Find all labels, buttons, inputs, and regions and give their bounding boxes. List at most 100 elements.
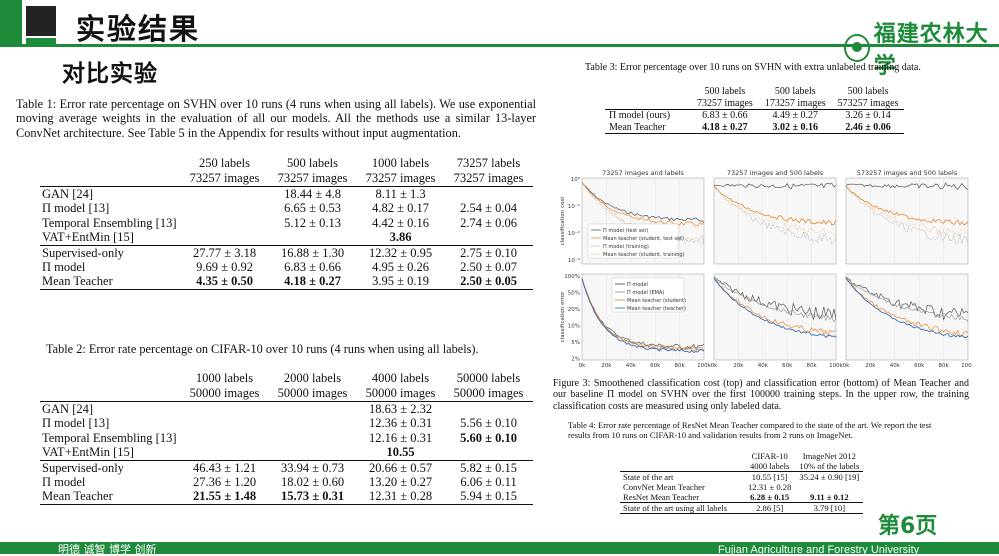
figure3-ylabel-top: classification cost	[560, 196, 566, 246]
table1-cell	[181, 187, 269, 202]
table1-col-subheader: 73257 images	[180, 171, 269, 187]
figure3-y-tick-top: 10⁰	[571, 176, 581, 183]
figure3-x-tick: 100k	[697, 363, 711, 369]
figure3-x-tick: 100k	[829, 363, 843, 369]
table4-row: ResNet Mean Teacher 6.28 ± 0.15 9.11 ± 0.1…	[620, 492, 863, 503]
figure3-x-tick: 60k	[914, 363, 925, 369]
table3-cell: 3.02 ± 0.16	[758, 121, 832, 134]
university-logo-text: 福建农林大学	[873, 21, 989, 79]
table1-cell: 6.83 ± 0.66	[284, 260, 341, 275]
table2-row-label: Π model [13]	[42, 416, 110, 431]
figure3-plot-area	[845, 177, 969, 265]
figure3-y-tick-bottom: 20%	[568, 307, 580, 313]
table3-cell: 4.18 ± 0.27	[691, 121, 759, 134]
table2-cell: 12.36 ± 0.31	[368, 416, 433, 431]
table1-cell: 4.42 ± 0.16	[372, 215, 429, 230]
table4-cell	[795, 482, 863, 492]
header-accent-bar	[0, 0, 22, 44]
table2-col-subheader: 50000 images	[268, 386, 357, 402]
table4-cell: 2.86 [5]	[744, 502, 796, 514]
figure3-series-student-train	[581, 182, 705, 246]
table4-cell: 10.55 [15]	[751, 472, 788, 482]
table2-row-label: Mean Teacher	[40, 489, 181, 505]
table1-row-label: Π model [13]	[42, 201, 110, 216]
table3-cell: 2.46 ± 0.06	[831, 121, 905, 134]
table2-row-label: Supervised-only	[40, 459, 181, 476]
figure3-legend-top	[587, 223, 679, 259]
table1-cell: 3.95 ± 0.19	[356, 274, 445, 290]
figure3-legend-label: Mean teacher (student, training)	[603, 252, 685, 258]
figure3-y-tick-bottom: 5%	[571, 340, 580, 346]
table2-row: VAT+EntMin [15] 10.55	[40, 445, 533, 460]
table4-row-label: State of the art	[623, 472, 674, 482]
table1-cell: 5.12 ± 0.13	[284, 215, 341, 230]
table4-grid: CIFAR-10 ImageNet 2012 4000 labels 10% o…	[620, 451, 864, 514]
table2-row-label: GAN [24]	[42, 402, 94, 416]
figure3-series-student-test	[713, 186, 837, 226]
table3-cell: 4.49 ± 0.27	[772, 110, 818, 121]
table4-caption: Table 4: Error rate percentage of ResNet…	[568, 420, 932, 441]
table4-cell: 12.31 ± 0.28	[748, 482, 792, 492]
figure3-y-tick-top: 10⁻³	[568, 257, 580, 264]
table1-row-label: Π model	[42, 260, 86, 275]
figure3-x-tick: 80k	[939, 363, 950, 369]
table2-cell	[445, 402, 533, 417]
table2-row: Π model 27.36 ± 1.20 18.02 ± 0.60 13.20 ± 0…	[40, 475, 533, 489]
table1-cell: 3.86	[389, 230, 412, 245]
figure3-legend-label: Π model (test set)	[603, 228, 648, 234]
university-seal-icon	[844, 34, 870, 62]
figure3-series-teacher	[581, 278, 705, 354]
table1-col-header: 500 labels	[286, 156, 339, 170]
table2-cell: 10.55	[386, 445, 415, 460]
table4-col-header: CIFAR-10	[751, 451, 788, 461]
figure3-series-student	[845, 277, 969, 337]
university-logo: 福建农林大学	[844, 16, 999, 80]
table1-cell	[181, 230, 269, 245]
table1-cell: 2.54 ± 0.04	[460, 201, 517, 216]
figure3-plot-area	[713, 273, 837, 361]
table3-col-subheader: 73257 images	[691, 97, 759, 110]
figure3-y-tick-bottom: 2%	[571, 357, 580, 363]
figure3-x-tick: 60k	[782, 363, 793, 369]
figure3-x-tick: 80k	[675, 363, 686, 369]
figure3-series-pi-test	[581, 182, 705, 223]
table1-row: GAN [24] 18.44 ± 4.8 8.11 ± 1.3	[40, 187, 533, 202]
table1-cell: 16.88 ± 1.30	[268, 244, 357, 261]
figure3-legend-label: Π model	[627, 282, 648, 288]
table2-col-subheader: 50000 images	[180, 386, 269, 402]
figure3-training-curves: 73257 images and labels 0k 20k 40k 60k 80k 100…	[560, 169, 972, 369]
table2-row: Π model [13] 12.36 ± 0.31 5.56 ± 0.10	[40, 416, 533, 430]
footer-bar	[0, 542, 999, 554]
table2-cell	[181, 445, 269, 460]
figure3-legend-label: Π model (training)	[603, 244, 649, 250]
table2-cell	[269, 445, 357, 460]
table1-cell	[445, 187, 533, 202]
figure3-y-tick-bottom: 100%	[564, 274, 580, 280]
figure3-panel-title: 73257 images and labels	[602, 169, 684, 177]
table2-cell: 12.31 ± 0.28	[356, 489, 445, 505]
table1-cell: 4.95 ± 0.26	[372, 260, 429, 275]
table1-cell	[269, 230, 357, 245]
table1-cell: 2.74 ± 0.06	[460, 215, 517, 230]
figure3-plot-area	[713, 177, 837, 265]
figure3-x-tick: 20k	[733, 363, 744, 369]
table4-row-label: ResNet Mean Teacher	[623, 492, 700, 502]
table4: CIFAR-10 ImageNet 2012 4000 labels 10% o…	[620, 451, 864, 514]
table3-row: Π model (ours) 6.83 ± 0.66 4.49 ± 0.27 3.26…	[605, 110, 904, 122]
table1-cell: 4.82 ± 0.17	[372, 201, 429, 216]
table2-cell: 5.60 ± 0.10	[460, 430, 517, 445]
table2: 1000 labels 2000 labels 4000 labels 5000…	[40, 371, 533, 505]
table1-col-header: 250 labels	[198, 156, 251, 170]
table1-cell: 18.44 ± 4.8	[284, 187, 341, 201]
figure3-series-student-train	[713, 185, 837, 236]
figure3-x-tick: 20k	[601, 363, 612, 369]
figure3-series-pi-test	[845, 182, 969, 190]
figure3-x-tick: 80k	[807, 363, 818, 369]
table1-caption: Table 1: Error rate percentage on SVHN o…	[16, 97, 536, 140]
table1-cell	[445, 230, 533, 245]
footer-university-name: Fujian Agriculture and Forestry Universi…	[718, 544, 920, 556]
table3-col-subheader: 173257 images	[758, 97, 832, 110]
table1-cell: 4.35 ± 0.50	[180, 274, 269, 290]
table3-cell: 6.83 ± 0.66	[702, 110, 748, 121]
table1-row: Temporal Ensembling [13] 5.12 ± 0.13 4.42 …	[40, 216, 533, 230]
